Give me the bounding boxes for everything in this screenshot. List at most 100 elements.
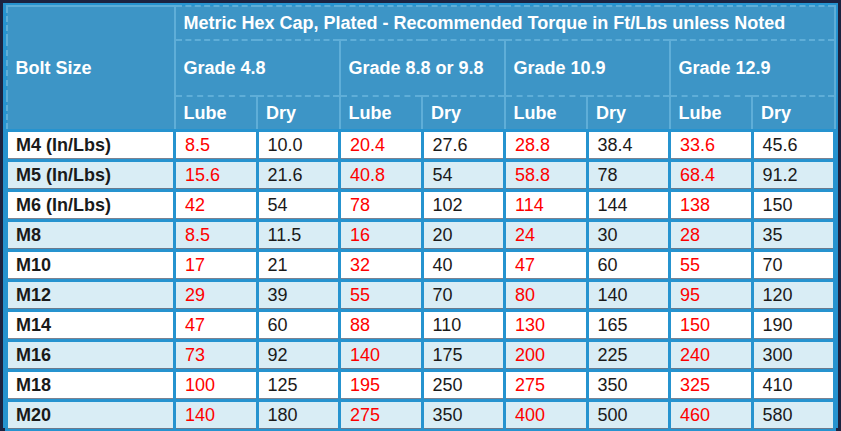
table-row: M167392140175200225240300: [7, 341, 835, 371]
torque-cell: 275: [340, 401, 423, 431]
torque-cell: 91.2: [752, 161, 835, 191]
torque-cell: 350: [422, 401, 505, 431]
torque-cell: 68.4: [670, 161, 753, 191]
torque-cell: 29: [175, 281, 258, 311]
table-row: M18100125195250275350325410: [7, 371, 835, 401]
table-row: M14476088110130165150190: [7, 311, 835, 341]
torque-cell: 120: [752, 281, 835, 311]
torque-cell: 8.5: [175, 131, 258, 161]
torque-cell: 275: [505, 371, 588, 401]
torque-cell: 180: [257, 401, 340, 431]
torque-cell: 500: [587, 401, 670, 431]
torque-cell: 47: [175, 311, 258, 341]
torque-cell: 80: [505, 281, 588, 311]
torque-cell: 250: [422, 371, 505, 401]
grade-header: Grade 12.9: [670, 40, 835, 96]
torque-cell: 114: [505, 191, 588, 221]
torque-cell: 240: [670, 341, 753, 371]
torque-cell: 165: [587, 311, 670, 341]
bolt-size-cell: M16: [7, 341, 175, 371]
torque-cell: 95: [670, 281, 753, 311]
bolt-size-cell: M4 (In/Lbs): [7, 131, 175, 161]
condition-header-dry: Dry: [752, 96, 835, 131]
torque-cell: 88: [340, 311, 423, 341]
torque-cell: 78: [340, 191, 423, 221]
torque-cell: 60: [257, 311, 340, 341]
condition-header-dry: Dry: [587, 96, 670, 131]
torque-cell: 55: [670, 251, 753, 281]
table-title: Metric Hex Cap, Plated - Recommended Tor…: [175, 6, 835, 40]
torque-cell: 20: [422, 221, 505, 251]
bolt-size-header: Bolt Size: [7, 6, 175, 131]
table-row: M88.511.5162024302835: [7, 221, 835, 251]
torque-cell: 11.5: [257, 221, 340, 251]
table-row: M20140180275350400500460580: [7, 401, 835, 431]
torque-cell: 175: [422, 341, 505, 371]
torque-cell: 17: [175, 251, 258, 281]
title-row: Bolt Size Metric Hex Cap, Plated - Recom…: [7, 6, 835, 40]
table-row: M12293955708014095120: [7, 281, 835, 311]
torque-cell: 150: [752, 191, 835, 221]
torque-cell: 54: [422, 161, 505, 191]
torque-cell: 15.6: [175, 161, 258, 191]
bolt-size-cell: M10: [7, 251, 175, 281]
torque-cell: 30: [587, 221, 670, 251]
torque-cell: 28.8: [505, 131, 588, 161]
torque-cell: 40.8: [340, 161, 423, 191]
torque-cell: 225: [587, 341, 670, 371]
torque-table-grid: Bolt Size Metric Hex Cap, Plated - Recom…: [5, 5, 836, 431]
torque-cell: 60: [587, 251, 670, 281]
torque-table: Bolt Size Metric Hex Cap, Plated - Recom…: [0, 0, 841, 431]
torque-cell: 54: [257, 191, 340, 221]
torque-cell: 70: [752, 251, 835, 281]
torque-cell: 580: [752, 401, 835, 431]
torque-cell: 27.6: [422, 131, 505, 161]
torque-cell: 140: [175, 401, 258, 431]
torque-cell: 70: [422, 281, 505, 311]
torque-cell: 140: [587, 281, 670, 311]
torque-cell: 10.0: [257, 131, 340, 161]
torque-cell: 20.4: [340, 131, 423, 161]
torque-cell: 58.8: [505, 161, 588, 191]
torque-cell: 16: [340, 221, 423, 251]
bolt-size-cell: M5 (In/Lbs): [7, 161, 175, 191]
condition-header-lube: Lube: [175, 96, 258, 131]
torque-cell: 28: [670, 221, 753, 251]
table-row: M4 (In/Lbs)8.510.020.427.628.838.433.645…: [7, 131, 835, 161]
torque-cell: 39: [257, 281, 340, 311]
table-row: M101721324047605570: [7, 251, 835, 281]
torque-cell: 410: [752, 371, 835, 401]
condition-header-lube: Lube: [505, 96, 588, 131]
torque-cell: 21.6: [257, 161, 340, 191]
table-row: M6 (In/Lbs)425478102114144138150: [7, 191, 835, 221]
torque-cell: 42: [175, 191, 258, 221]
grade-header: Grade 8.8 or 9.8: [340, 40, 505, 96]
torque-cell: 195: [340, 371, 423, 401]
torque-cell: 325: [670, 371, 753, 401]
table-row: M5 (In/Lbs)15.621.640.85458.87868.491.2: [7, 161, 835, 191]
torque-cell: 33.6: [670, 131, 753, 161]
torque-cell: 102: [422, 191, 505, 221]
condition-header-lube: Lube: [340, 96, 423, 131]
torque-cell: 40: [422, 251, 505, 281]
torque-cell: 300: [752, 341, 835, 371]
condition-header-dry: Dry: [257, 96, 340, 131]
torque-cell: 150: [670, 311, 753, 341]
torque-cell: 138: [670, 191, 753, 221]
bolt-size-cell: M20: [7, 401, 175, 431]
bolt-size-cell: M14: [7, 311, 175, 341]
torque-cell: 110: [422, 311, 505, 341]
grade-header: Grade 4.8: [175, 40, 340, 96]
table-header: Bolt Size Metric Hex Cap, Plated - Recom…: [7, 6, 835, 131]
torque-cell: 32: [340, 251, 423, 281]
torque-cell: 125: [257, 371, 340, 401]
table-body: M4 (In/Lbs)8.510.020.427.628.838.433.645…: [7, 131, 835, 431]
torque-cell: 73: [175, 341, 258, 371]
torque-cell: 350: [587, 371, 670, 401]
condition-header-dry: Dry: [422, 96, 505, 131]
torque-cell: 460: [670, 401, 753, 431]
torque-cell: 92: [257, 341, 340, 371]
torque-cell: 100: [175, 371, 258, 401]
torque-cell: 140: [340, 341, 423, 371]
torque-cell: 38.4: [587, 131, 670, 161]
